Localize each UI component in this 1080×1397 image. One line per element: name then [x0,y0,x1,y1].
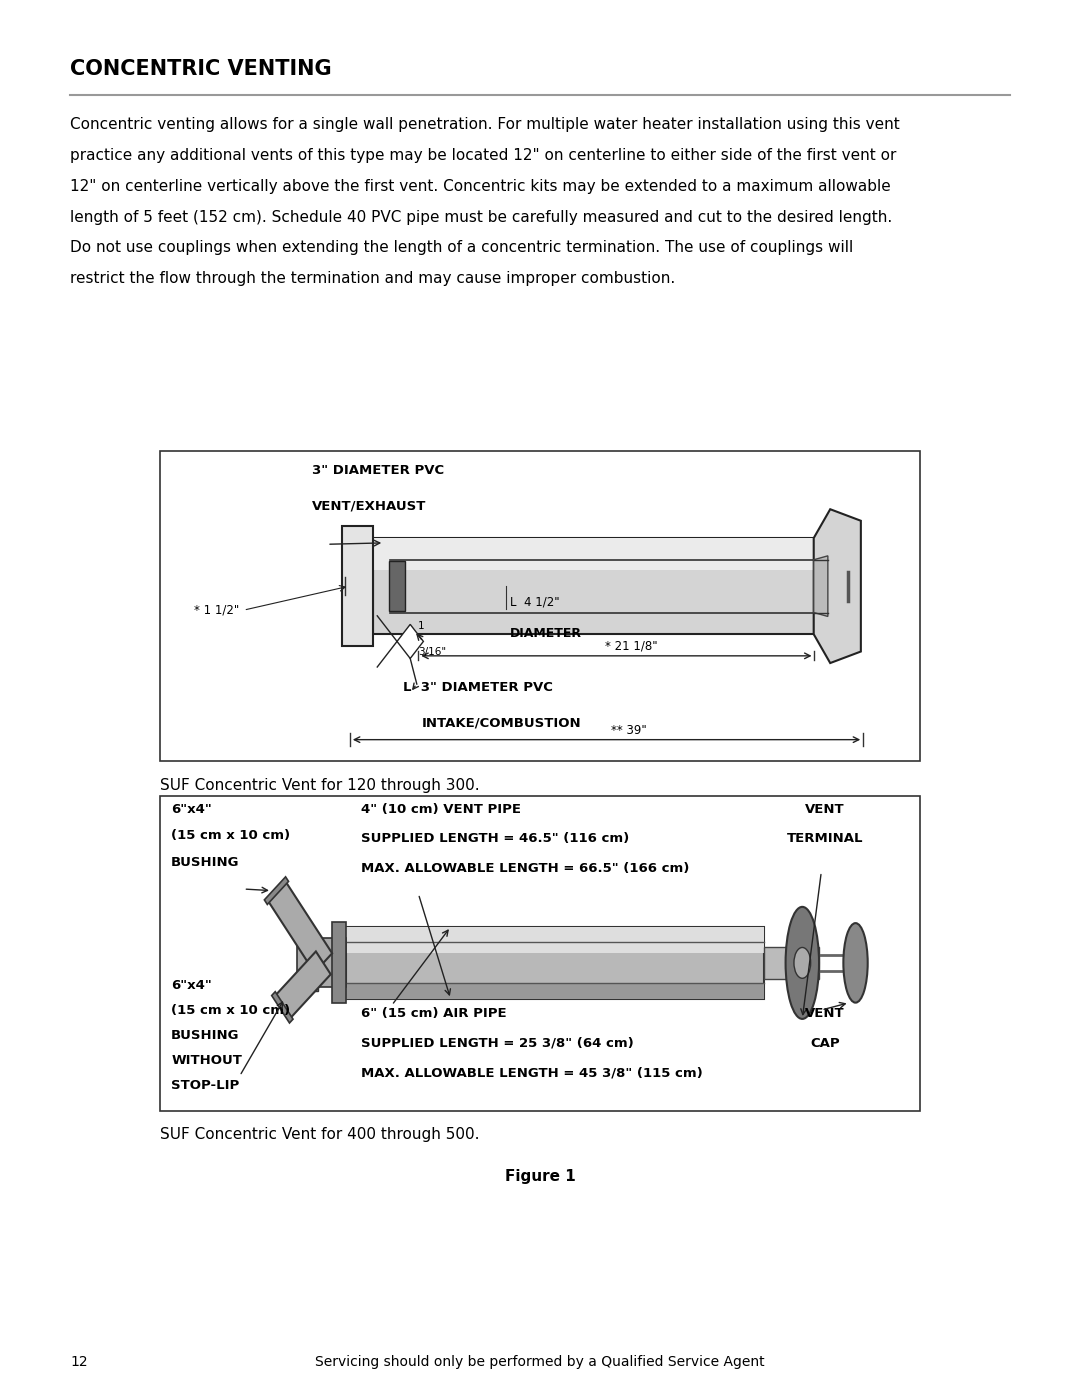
Text: Do not use couplings when extending the length of a concentric termination. The : Do not use couplings when extending the … [70,240,853,256]
Text: WITHOUT: WITHOUT [172,1053,242,1067]
Text: 12" on centerline vertically above the first vent. Concentric kits may be extend: 12" on centerline vertically above the f… [70,179,891,194]
Bar [765,947,819,979]
Text: MAX. ALLOWABLE LENGTH = 45 3/8" (115 cm): MAX. ALLOWABLE LENGTH = 45 3/8" (115 cm) [362,1067,703,1080]
Text: (15 cm x 10 cm): (15 cm x 10 cm) [172,830,291,842]
Text: BUSHING: BUSHING [172,856,240,869]
Text: SUF Concentric Vent for 400 through 500.: SUF Concentric Vent for 400 through 500. [160,1127,480,1143]
Ellipse shape [785,907,819,1018]
Text: TERMINAL: TERMINAL [787,833,863,845]
Text: 6" (15 cm) AIR PIPE: 6" (15 cm) AIR PIPE [362,1007,507,1020]
Ellipse shape [794,947,811,978]
Text: SUPPLIED LENGTH = 25 3/8" (64 cm): SUPPLIED LENGTH = 25 3/8" (64 cm) [362,1037,634,1049]
Text: 6"x4": 6"x4" [172,978,212,992]
Text: VENT: VENT [806,1007,845,1020]
Text: BUSHING: BUSHING [172,1030,240,1042]
Text: Figure 1: Figure 1 [504,1169,576,1185]
Text: L  3" DIAMETER PVC: L 3" DIAMETER PVC [403,680,553,694]
Polygon shape [265,877,288,904]
Bar [346,983,765,999]
Polygon shape [813,510,861,664]
Bar [309,935,319,990]
Bar [346,926,765,953]
Text: ** 39": ** 39" [611,724,647,736]
Text: L  4 1/2": L 4 1/2" [510,595,559,609]
Polygon shape [275,951,330,1018]
Text: 3" DIAMETER PVC: 3" DIAMETER PVC [312,464,444,476]
Polygon shape [272,992,293,1023]
Bar [346,926,765,999]
Text: * 1 1/2": * 1 1/2" [194,604,240,616]
Polygon shape [813,556,828,616]
Ellipse shape [843,923,867,1003]
Text: Servicing should only be performed by a Qualified Service Agent: Servicing should only be performed by a … [315,1355,765,1369]
Text: MAX. ALLOWABLE LENGTH = 66.5" (166 cm): MAX. ALLOWABLE LENGTH = 66.5" (166 cm) [362,862,690,876]
Text: STOP-LIP: STOP-LIP [172,1078,240,1092]
Text: SUF Concentric Vent for 120 through 300.: SUF Concentric Vent for 120 through 300. [160,778,480,793]
Bar [390,562,405,612]
Text: practice any additional vents of this type may be located 12" on centerline to e: practice any additional vents of this ty… [70,148,896,163]
Bar [333,922,346,1003]
Bar [373,538,813,634]
Polygon shape [397,624,423,658]
Text: VENT/EXHAUST: VENT/EXHAUST [312,499,427,513]
Text: 4" (10 cm) VENT PIPE: 4" (10 cm) VENT PIPE [362,802,522,816]
Text: INTAKE/COMBUSTION: INTAKE/COMBUSTION [422,717,582,729]
Text: 6"x4": 6"x4" [172,802,212,816]
Text: 12: 12 [70,1355,87,1369]
Text: CONCENTRIC VENTING: CONCENTRIC VENTING [70,59,332,78]
Text: CAP: CAP [810,1037,840,1049]
Text: VENT: VENT [806,802,845,816]
Text: (15 cm x 10 cm): (15 cm x 10 cm) [172,1003,291,1017]
Text: DIAMETER: DIAMETER [510,627,582,640]
Text: SUPPLIED LENGTH = 46.5" (116 cm): SUPPLIED LENGTH = 46.5" (116 cm) [362,833,630,845]
Text: length of 5 feet (152 cm). Schedule 40 PVC pipe must be carefully measured and c: length of 5 feet (152 cm). Schedule 40 P… [70,210,892,225]
Bar [160,796,920,1111]
Text: 3/16": 3/16" [418,647,446,657]
Bar [342,527,373,647]
Bar [297,939,346,988]
Text: * 21 1/8": * 21 1/8" [605,640,658,652]
Bar [373,538,813,570]
Text: restrict the flow through the termination and may cause improper combustion.: restrict the flow through the terminatio… [70,271,675,286]
Text: Concentric venting allows for a single wall penetration. For multiple water heat: Concentric venting allows for a single w… [70,117,900,133]
Bar [160,451,920,761]
Text: 1: 1 [418,622,424,631]
Polygon shape [268,882,333,972]
